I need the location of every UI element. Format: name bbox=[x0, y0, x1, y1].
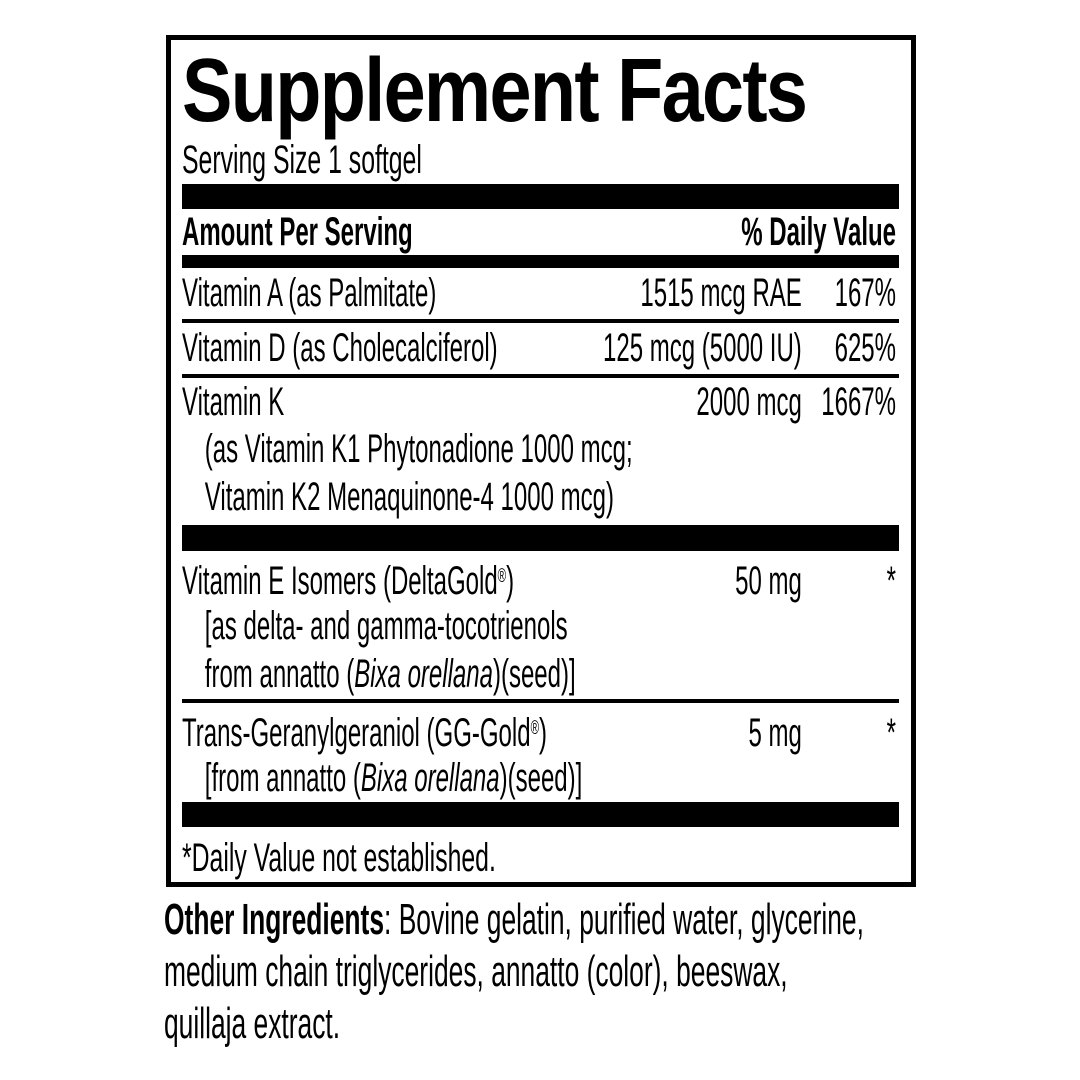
nutrient-name: Trans-Geranylgeraniol (GG-Gold®) bbox=[182, 710, 548, 755]
other-ingredients-line-2: medium chain triglycerides, annatto (col… bbox=[164, 947, 788, 996]
botanical-name: Bixa orellana bbox=[360, 756, 500, 800]
nutrient-subtext: from annatto (Bixa orellana)(seed)] bbox=[204, 652, 576, 696]
nutrient-amount: 125 mcg (5000 IU) bbox=[603, 326, 802, 370]
nutrient-daily-value: * bbox=[886, 710, 896, 755]
serving-size-text: Serving Size 1 softgel bbox=[182, 138, 422, 182]
nutrient-daily-value: * bbox=[886, 558, 896, 603]
botanical-name: Bixa orellana bbox=[354, 652, 493, 696]
column-header-row: Amount Per Serving % Daily Value bbox=[182, 209, 899, 255]
row-vitamin-k-subline-2: Vitamin K2 Menaquinone-4 1000 mcg) bbox=[182, 473, 899, 521]
header-separator-bar bbox=[182, 255, 899, 268]
row-trans-geranylgeraniol: Trans-Geranylgeraniol (GG-Gold®) 5 mg * bbox=[182, 699, 899, 755]
other-ingredients-line-1: Other Ingredients: Bovine gelatin, purif… bbox=[164, 895, 864, 944]
nutrient-amount: 2000 mcg bbox=[696, 380, 802, 424]
registered-trademark-symbol: ® bbox=[530, 718, 540, 739]
amount-per-serving-header: Amount Per Serving bbox=[182, 210, 413, 254]
row-vitamin-a: Vitamin A (as Palmitate) 1515 mcg RAE 16… bbox=[182, 268, 899, 323]
other-ingredients-label: Other Ingredients bbox=[164, 895, 385, 944]
panel-title-wrap: Supplement Facts bbox=[182, 44, 899, 138]
row-vitamin-d: Vitamin D (as Cholecalciferol) 125 mcg (… bbox=[182, 323, 899, 378]
nutrient-name: Vitamin K bbox=[182, 380, 285, 424]
nutrient-subtext: [as delta- and gamma-tocotrienols bbox=[204, 604, 568, 648]
row-vitamin-e-subline-2: from annatto (Bixa orellana)(seed)] bbox=[182, 650, 899, 699]
nutrient-subtext: Vitamin K2 Menaquinone-4 1000 mcg) bbox=[204, 475, 614, 519]
daily-value-footnote: *Daily Value not established. bbox=[182, 836, 496, 880]
registered-trademark-symbol: ® bbox=[497, 566, 507, 587]
nutrient-daily-value: 167% bbox=[834, 271, 896, 315]
thick-separator-bar-bottom bbox=[182, 802, 899, 827]
row-vitamin-k: Vitamin K 2000 mcg 1667% bbox=[182, 378, 899, 426]
row-trans-geranylgeraniol-subline: [from annatto (Bixa orellana)(seed)] bbox=[182, 754, 899, 802]
serving-size-wrap: Serving Size 1 softgel bbox=[182, 138, 899, 182]
nutrient-amount: 1515 mcg RAE bbox=[640, 271, 802, 315]
supplement-facts-panel: Supplement Facts Serving Size 1 softgel … bbox=[166, 35, 916, 887]
row-vitamin-e-subline-1: [as delta- and gamma-tocotrienols bbox=[182, 603, 899, 650]
other-ingredients-section: Other Ingredients: Bovine gelatin, purif… bbox=[164, 894, 944, 1050]
panel-title: Supplement Facts bbox=[182, 41, 808, 141]
nutrient-subtext: [from annatto (Bixa orellana)(seed)] bbox=[204, 756, 583, 800]
nutrient-daily-value: 625% bbox=[834, 326, 896, 370]
daily-value-header: % Daily Value bbox=[741, 210, 896, 254]
footnote-wrap: *Daily Value not established. bbox=[182, 827, 899, 881]
thick-separator-bar-top bbox=[182, 184, 899, 209]
nutrient-subtext: (as Vitamin K1 Phytonadione 1000 mcg; bbox=[204, 427, 633, 471]
nutrient-name: Vitamin D (as Cholecalciferol) bbox=[182, 326, 498, 370]
row-vitamin-e-isomers: Vitamin E Isomers (DeltaGold®) 50 mg * bbox=[182, 551, 899, 603]
nutrient-name: Vitamin E Isomers (DeltaGold®) bbox=[182, 558, 515, 603]
nutrient-amount: 5 mg bbox=[748, 710, 802, 755]
row-vitamin-k-subline-1: (as Vitamin K1 Phytonadione 1000 mcg; bbox=[182, 426, 899, 473]
nutrient-name: Vitamin A (as Palmitate) bbox=[182, 271, 437, 315]
thick-separator-bar-middle bbox=[182, 525, 899, 551]
other-ingredients-line-3: quillaja extract. bbox=[164, 999, 341, 1048]
nutrient-daily-value: 1667% bbox=[821, 380, 896, 424]
nutrient-amount: 50 mg bbox=[735, 558, 802, 603]
